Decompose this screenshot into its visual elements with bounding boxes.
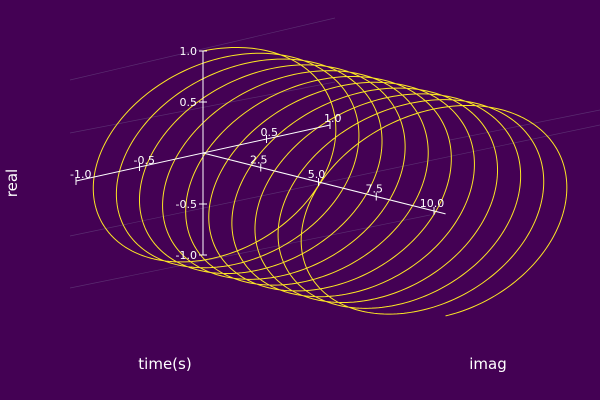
x-tick-label: 10.0 bbox=[420, 197, 445, 210]
x-tick-label: 7.5 bbox=[366, 183, 384, 196]
y-tick-label: -1.0 bbox=[70, 168, 91, 181]
y-tick-label: 1.0 bbox=[324, 112, 342, 125]
grid-line bbox=[449, 109, 600, 141]
x-tick-label: 2.5 bbox=[250, 154, 268, 167]
x-tick-label: 5.0 bbox=[308, 168, 326, 181]
x-axis-line bbox=[202, 152, 446, 215]
y-tick-label: 0.5 bbox=[261, 126, 279, 139]
series-helix-line bbox=[92, 46, 568, 317]
y-tick-label: -0.5 bbox=[134, 154, 155, 167]
z-tick-label: -0.5 bbox=[176, 198, 197, 211]
series-layer bbox=[92, 46, 568, 317]
tick-labels: -1.0 -0.5 0.5 1.0 -1.0 -0.5 0.5 1.0 2.5 5.0 7.5 10.… bbox=[70, 45, 444, 262]
grid-line bbox=[69, 17, 336, 81]
axes bbox=[75, 50, 446, 256]
grid-line bbox=[69, 124, 600, 237]
grid-lines bbox=[69, 17, 600, 289]
z-tick-label: -1.0 bbox=[176, 249, 197, 262]
y-axis-label: imag bbox=[469, 355, 507, 373]
x-axis-label: time(s) bbox=[138, 355, 191, 373]
z-tick-label: 0.5 bbox=[180, 96, 198, 109]
z-axis-label: real bbox=[3, 169, 21, 197]
z-tick-label: 1.0 bbox=[180, 45, 198, 58]
grid-line bbox=[69, 214, 431, 289]
